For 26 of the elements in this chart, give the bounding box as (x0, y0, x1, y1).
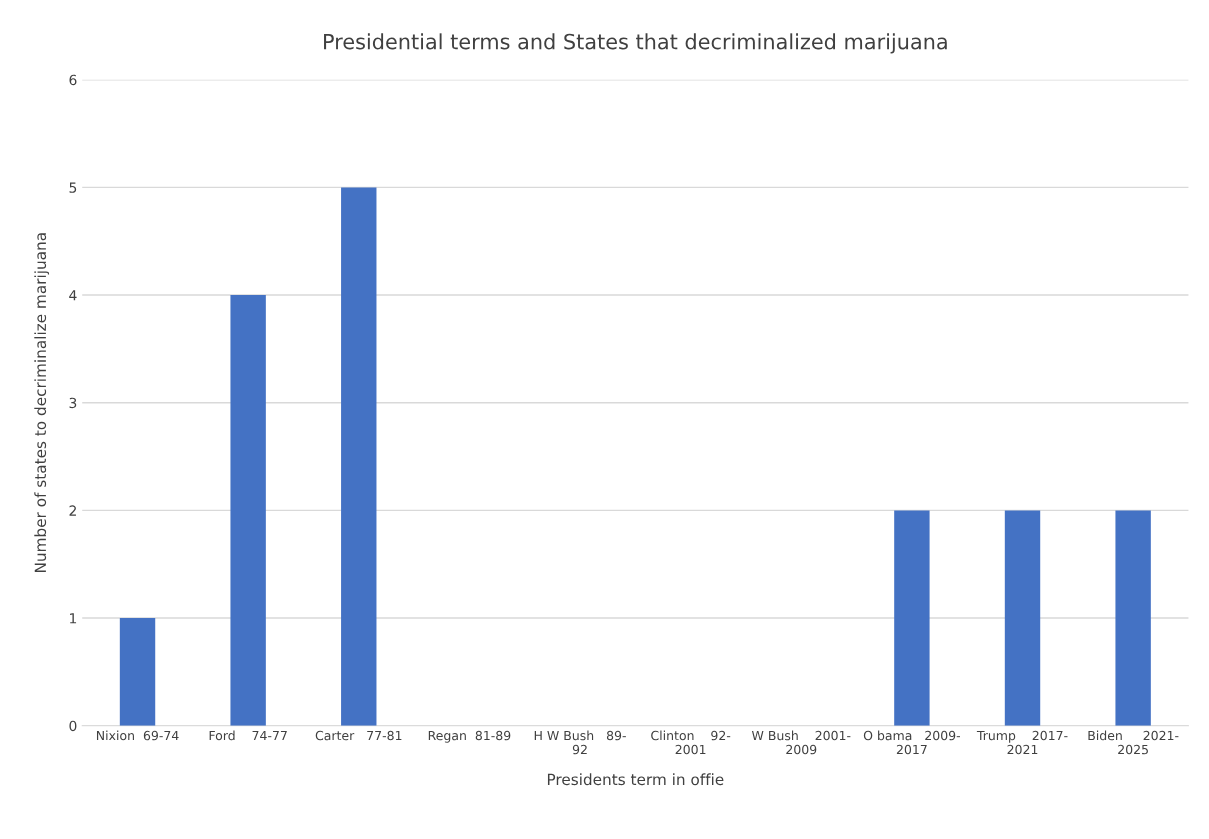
x-tick-label: Trump 2017- 2021 (976, 730, 1068, 755)
bar (894, 510, 930, 726)
y-tick-label: 6 (69, 74, 77, 86)
y-axis-title: Number of states to decriminalize marijuana (34, 233, 50, 573)
y-tick-label: 5 (69, 182, 77, 193)
x-tick-label: Nixion 69-74 (96, 730, 179, 741)
bar (1004, 510, 1041, 726)
y-tick-label: 2 (69, 505, 76, 516)
x-axis-title: Presidents term in offie (547, 773, 724, 786)
x-tick-label: H W Bush 89- 92 (534, 730, 626, 755)
bar (230, 295, 266, 726)
y-tick-label: 0 (69, 720, 77, 732)
x-tick-label: Ford 74-77 (209, 730, 287, 741)
bar (119, 618, 156, 726)
y-tick-label: 1 (70, 613, 77, 624)
x-tick-label: Clinton 92- 2001 (651, 730, 731, 755)
x-tick-label: Carter 77-81 (315, 730, 402, 741)
x-tick-label: Biden 2021- 2025 (1088, 730, 1179, 755)
x-tick-label: O bama 2009- 2017 (863, 730, 961, 755)
bar (1115, 510, 1151, 726)
x-tick-label: Regan 81-89 (428, 730, 511, 743)
bar (341, 187, 377, 726)
x-tick-label: W Bush 2001- 2009 (751, 730, 851, 755)
y-tick-label: 3 (69, 397, 77, 409)
y-tick-label: 4 (69, 290, 77, 301)
chart-title: Presidential terms and States that decriminalized marijuana (324, 33, 947, 54)
